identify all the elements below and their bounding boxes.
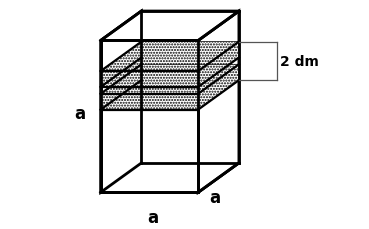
Polygon shape <box>198 65 239 110</box>
Polygon shape <box>101 65 239 94</box>
Polygon shape <box>198 12 239 193</box>
Polygon shape <box>101 12 239 41</box>
Polygon shape <box>101 12 141 193</box>
Text: a: a <box>210 188 221 206</box>
Polygon shape <box>101 42 239 72</box>
Text: 2 dm: 2 dm <box>280 55 318 69</box>
Text: a: a <box>147 208 158 226</box>
Polygon shape <box>101 65 141 110</box>
Polygon shape <box>101 163 239 193</box>
Text: a: a <box>75 105 86 123</box>
Polygon shape <box>101 94 198 110</box>
Polygon shape <box>101 42 141 87</box>
Polygon shape <box>101 72 198 87</box>
Polygon shape <box>198 42 239 87</box>
Polygon shape <box>101 41 198 193</box>
